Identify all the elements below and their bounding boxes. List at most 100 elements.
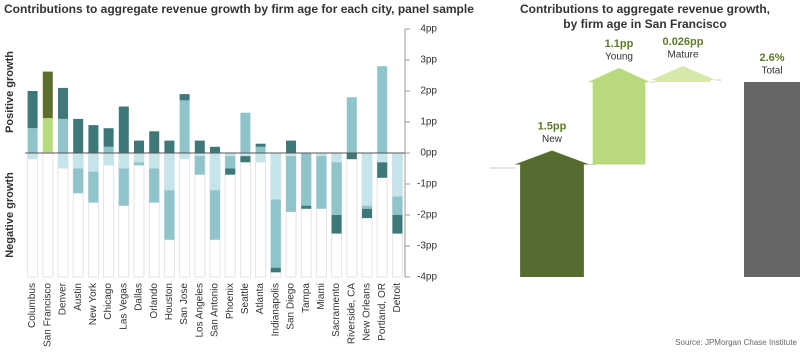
x-tick-label: Detroit [392,283,403,313]
arrow [514,150,590,277]
bar-segment [346,97,357,153]
bar-segment [58,87,68,119]
bar-segment [301,205,312,209]
bar-segment [27,128,38,153]
y-tick-label: 1pp [420,117,437,128]
bar-segment [270,153,281,200]
bar-segment [27,153,38,160]
bar-segment [194,153,205,157]
y-tick-label: 4pp [420,24,437,35]
bar-segment [179,153,190,160]
bar-segment [255,143,266,147]
bar-segment [58,153,68,169]
bar-segment [134,153,144,163]
bar-segment [377,162,388,178]
bar-segment [103,153,114,166]
total-bar [744,82,800,277]
x-tick-label: Portland, OR [377,283,388,341]
column-bg [179,152,191,278]
bar-segment [88,171,99,203]
bar-segment [118,168,129,206]
bar-segment [240,156,251,163]
value-label: 1.1pp [605,38,634,50]
bar-segment [179,94,190,101]
column-bg [57,152,69,278]
y-tick-label: 2pp [420,86,437,97]
y-tick-label: -3pp [417,241,437,252]
x-tick-label: Riverside, CA [346,283,357,344]
bar-segment [164,153,175,191]
bar-segment [210,153,220,191]
arrow [650,66,716,82]
bar-segment [255,146,266,153]
bar-segment [103,128,114,147]
y-tick-label: -4pp [417,272,437,283]
column-bg [133,152,145,278]
x-tick-label: Los Angeles [194,283,205,338]
x-tick-label: Tampa [301,283,312,313]
column-bg [103,152,115,278]
x-tick-label: Sacramento [331,283,342,337]
bar-segment [301,153,312,206]
bar-segment [134,162,144,166]
x-tick-label: Columbus [27,283,38,328]
right-title: by firm age in San Francisco [563,17,726,31]
bar-segment [270,199,281,268]
bar-segment [118,106,129,153]
bar-segment [362,208,372,219]
column-bg [346,152,358,278]
bar-segment [392,215,403,234]
y-tick-label: -1pp [417,179,437,190]
bar-segment [42,71,53,119]
x-tick-label: Austin [73,283,84,311]
category-label: Young [605,52,633,63]
bar-segment [73,118,84,153]
bar-segment [286,156,296,212]
x-tick-label: Las Vegas [118,283,129,330]
bar-segment [210,146,220,153]
left-title: Contributions to aggregate revenue growt… [4,2,474,16]
bar-segment [331,162,342,215]
bar-segment [346,153,357,160]
bar-segment [134,140,144,153]
bar-segment [225,153,236,157]
bar-segment [225,156,236,169]
column-bg [42,152,54,278]
value-label: 0.026pp [663,36,704,48]
bar-segment [179,100,190,153]
bar-segment [210,190,220,240]
bar-segment [225,168,236,175]
bar-segment [88,153,99,172]
y-label: Positive growth [4,51,16,133]
bar-segment [270,267,281,273]
y-tick-label: 3pp [420,55,437,66]
bar-segment [88,125,99,153]
bar-segment [164,140,175,153]
value-label: 1.5pp [538,120,567,132]
bar-segment [27,91,38,129]
category-label: Mature [667,50,699,61]
x-tick-label: Houston [164,283,175,320]
bar-segment [103,146,114,153]
bar-segment [316,156,327,209]
x-tick-label: Denver [58,282,69,315]
bar-segment [331,153,342,163]
category-label: New [542,134,563,145]
category-label: Total [761,66,782,77]
y-tick-label: -2pp [417,210,437,221]
bar-segment [164,190,175,240]
source: Source: JPMorgan Chase Institute [675,338,797,347]
bar-segment [240,112,251,153]
bar-segment [286,153,296,157]
bar-segment [316,153,327,157]
bar-segment [73,153,84,169]
x-tick-label: Phoenix [225,283,236,319]
bar-segment [73,168,84,194]
y-label: Negative growth [4,172,16,258]
x-tick-label: Chicago [103,283,114,320]
x-tick-label: Seattle [240,283,251,315]
bar-segment [240,153,251,157]
bar-segment [58,118,68,153]
x-tick-label: San Jose [179,283,190,325]
